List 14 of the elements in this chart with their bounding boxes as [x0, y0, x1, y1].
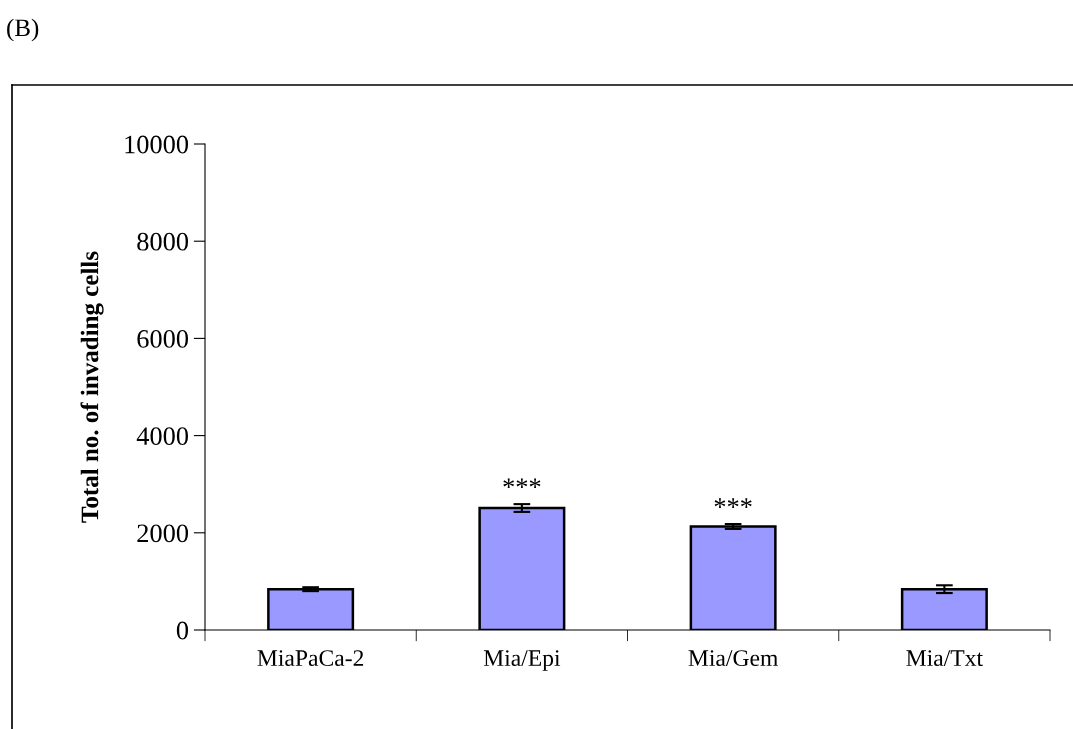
x-tick-label: Mia/Gem — [688, 650, 778, 667]
x-tick-label: Mia/Txt — [906, 650, 983, 667]
y-tick-label: 6000 — [137, 330, 189, 348]
y-tick-label: 2000 — [137, 524, 189, 543]
text: (B) — [7, 18, 39, 42]
x-tick-label: MiaPaCa-2 — [257, 650, 364, 667]
y-tick-label: 10000 — [125, 135, 189, 154]
x-tick-label: Mia/Epi — [483, 650, 561, 671]
y-axis-title: Total no. of invading cells — [80, 251, 104, 523]
y-tick-label: 4000 — [136, 427, 189, 446]
annotation: *** — [714, 498, 752, 509]
annotation: *** — [503, 478, 541, 489]
y-tick-label: 0 — [176, 621, 189, 640]
y-tick-label: 8000 — [137, 232, 189, 251]
